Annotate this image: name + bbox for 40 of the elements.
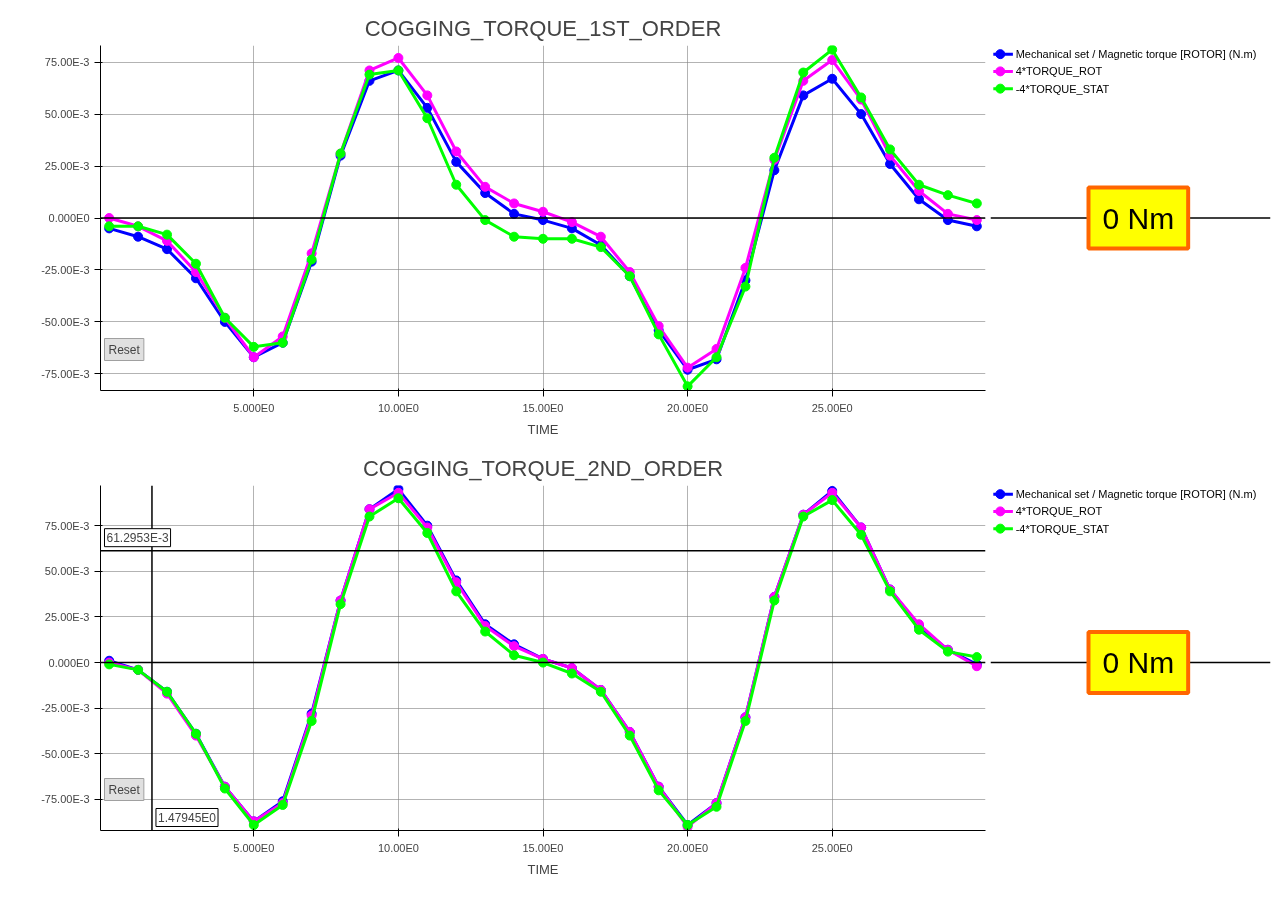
y-tick-label: 25.00E-3 xyxy=(44,160,90,173)
x-axis-title: TIME xyxy=(527,421,559,437)
legend-label: 4*TORQUE_ROT xyxy=(1015,65,1103,78)
y-tick-label: -50.00E-3 xyxy=(41,747,90,760)
x-tick-label: 5.000E0 xyxy=(233,401,275,414)
y-tick-label: 0.000E0 xyxy=(48,212,90,224)
text: 0 Nm xyxy=(1102,201,1175,235)
y-tick-label: -75.00E-3 xyxy=(41,367,90,380)
legend-label: Mechanical set / Magnetic torque [ROTOR] (N.m) xyxy=(1015,488,1257,501)
legend-label: Mechanical set / Magnetic torque [ROTOR] (N.m) xyxy=(1015,48,1257,61)
text: 0 Nm xyxy=(1102,646,1175,680)
x-tick-label: 25.00E0 xyxy=(811,841,853,854)
y-tick-label: -25.00E-3 xyxy=(41,702,90,715)
y-tick-label: -25.00E-3 xyxy=(41,263,90,276)
annotation: Reset xyxy=(108,782,141,797)
x-tick-label: 25.00E0 xyxy=(811,401,853,414)
x-tick-label: 20.00E0 xyxy=(667,841,709,854)
x-tick-label: 5.000E0 xyxy=(233,841,275,854)
y-tick-label: 50.00E-3 xyxy=(44,108,90,121)
x-tick-label: 10.00E0 xyxy=(377,401,419,414)
annotation: Reset xyxy=(108,342,141,357)
y-tick-label: 0.000E0 xyxy=(48,656,90,669)
x-tick-label: 20.00E0 xyxy=(667,401,709,414)
y-tick-label: 75.00E-3 xyxy=(44,56,90,69)
chart-title: COGGING_TORQUE_1ST_ORDER xyxy=(364,15,722,41)
y-tick-label: -75.00E-3 xyxy=(41,793,90,806)
legend-label: -4*TORQUE_STAT xyxy=(1015,82,1110,95)
legend-label: 4*TORQUE_ROT xyxy=(1015,505,1103,518)
ref-line-label: 61.2953E-3 xyxy=(106,530,169,545)
x-tick-label: 15.00E0 xyxy=(522,841,564,854)
x-axis-title: TIME xyxy=(527,861,559,877)
x-tick-label: 15.00E0 xyxy=(522,401,564,414)
ref-line-label: 1.47945E0 xyxy=(157,810,217,825)
y-tick-label: 50.00E-3 xyxy=(44,565,90,578)
x-tick-label: 10.00E0 xyxy=(377,841,419,854)
chart-title: COGGING_TORQUE_2ND_ORDER xyxy=(362,455,724,481)
y-tick-label: 25.00E-3 xyxy=(44,610,90,623)
y-tick-label: 75.00E-3 xyxy=(44,519,90,532)
legend-label: -4*TORQUE_STAT xyxy=(1015,522,1110,535)
y-tick-label: -50.00E-3 xyxy=(41,315,90,328)
